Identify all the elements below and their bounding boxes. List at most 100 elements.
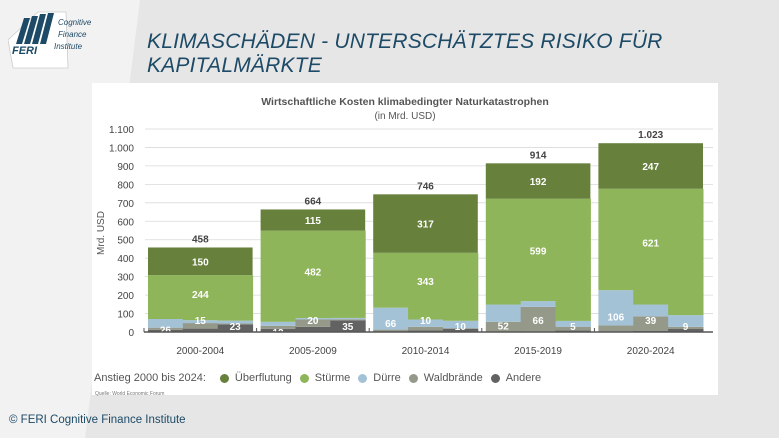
- bar-segment-stuerme: [485, 198, 522, 305]
- data-label: 343: [417, 277, 434, 288]
- data-label: 52: [498, 321, 510, 332]
- total-label: 914: [530, 150, 547, 161]
- bar-segment-dürre: [408, 319, 444, 327]
- bar-segment-andere: [260, 328, 296, 332]
- data-label: 66: [385, 319, 397, 330]
- bar-segment-waldbrände: [217, 323, 254, 325]
- data-label: 192: [530, 177, 547, 188]
- bar-segment-waldbrände: [633, 316, 669, 331]
- bar-segment-waldbrände: [668, 326, 704, 330]
- bar-segment-andere: [148, 329, 184, 332]
- copyright: © FERI Cognitive Finance Institute: [9, 414, 186, 426]
- bar-segment-waldbrände: [295, 319, 331, 327]
- bar-segment-andere: [442, 328, 479, 332]
- legend-item: Stürme: [299, 372, 351, 384]
- y-axis-label: Mrd. USD: [96, 211, 107, 255]
- total-label: 458: [192, 234, 209, 245]
- bar-segment-waldbrände: [330, 319, 366, 321]
- legend-dot-icon: [299, 373, 309, 383]
- data-label: 26: [160, 326, 172, 337]
- bar-segment-stuerme: [295, 230, 331, 319]
- bar-segment-stuerme: [598, 188, 634, 291]
- x-tick-label: 2020-2024: [627, 346, 675, 357]
- bar-segment-andere: [555, 330, 591, 332]
- data-label: 9: [683, 322, 689, 333]
- svg-text:FERI: FERI: [12, 45, 38, 57]
- bar-segment-ueberflutung: [598, 143, 703, 189]
- legend-item: Dürre: [358, 372, 401, 384]
- x-tick-label: 2005-2009: [289, 346, 337, 357]
- bar-segment-ueberflutung: [485, 163, 591, 199]
- bar-segment-dürre: [668, 315, 704, 327]
- bar-segment-andere: [217, 324, 254, 332]
- data-label: 244: [192, 290, 209, 301]
- bar-segment-ueberflutung: [260, 209, 366, 231]
- stacked-bar-chart: Wirtschaftliche Kosten klimabedingter Na…: [96, 96, 713, 357]
- legend-title: Anstieg 2000 bis 2024:: [94, 372, 206, 384]
- page-title: KLIMASCHÄDEN - UNTERSCHÄTZTES RISIKO FÜR…: [147, 30, 663, 77]
- data-label: 10: [420, 316, 432, 327]
- legend-label: Waldbrände: [423, 372, 483, 384]
- data-label: 39: [645, 316, 657, 327]
- bar-segment-andere: [295, 326, 331, 332]
- bar-segment-dürre: [555, 320, 591, 327]
- y-tick-label: 800: [117, 180, 134, 191]
- legend-label: Andere: [505, 372, 542, 384]
- bar-segment-dürre: [182, 320, 219, 324]
- svg-text:Finance: Finance: [58, 30, 87, 39]
- legend-item: Andere: [490, 372, 542, 384]
- bar-segment-andere: [330, 320, 366, 332]
- total-label: 1.023: [638, 130, 663, 141]
- bar-segment-waldbrände: [260, 325, 296, 329]
- y-tick-label: 300: [117, 273, 134, 284]
- bar-segment-dürre: [260, 321, 296, 326]
- legend-dot-icon: [358, 373, 368, 383]
- bar-segment-waldbrände: [520, 306, 557, 332]
- total-label: 746: [417, 181, 434, 192]
- bar-segment-stuerme: [182, 275, 219, 321]
- bar-segment-stuerme: [408, 252, 444, 320]
- bar-segment-dürre: [295, 318, 331, 320]
- legend: Anstieg 2000 bis 2024: Überflutung Stürme…: [94, 372, 541, 384]
- data-label: 482: [305, 267, 322, 278]
- y-tick-label: 700: [117, 199, 134, 210]
- data-label: 317: [417, 220, 434, 231]
- bar-segment-waldbrände: [408, 326, 444, 331]
- bar-segment-stuerme: [373, 252, 409, 308]
- bar-segment-ueberflutung: [373, 194, 478, 253]
- data-label: 66: [533, 316, 545, 327]
- data-label: 599: [530, 246, 547, 257]
- bar-segment-waldbrände: [442, 328, 479, 329]
- legend-label: Überflutung: [234, 372, 292, 384]
- bar-segment-stuerme: [217, 275, 254, 321]
- y-tick-label: 600: [117, 217, 134, 228]
- legend-label: Stürme: [314, 372, 351, 384]
- y-tick-label: 0: [128, 328, 134, 339]
- bar-segment-dürre: [598, 290, 634, 326]
- y-tick-label: 100: [117, 310, 134, 321]
- chart-subtitle: (in Mrd. USD): [374, 111, 435, 122]
- y-tick-label: 1.000: [109, 143, 134, 154]
- data-label: 23: [230, 322, 242, 333]
- bar-segment-ueberflutung: [148, 247, 253, 276]
- data-label: 15: [195, 316, 207, 327]
- data-label: 5: [570, 322, 576, 333]
- bar-segment-stuerme: [520, 198, 557, 302]
- bar-segment-dürre: [330, 317, 366, 320]
- total-label: 664: [305, 196, 322, 207]
- bar-segment-dürre: [520, 301, 557, 307]
- y-tick-label: 1.100: [109, 125, 134, 136]
- bar-segment-stuerme: [555, 198, 591, 321]
- bar-segment-stuerme: [633, 188, 669, 305]
- bar-segment-stuerme: [442, 252, 479, 321]
- legend-dot-icon: [408, 373, 418, 383]
- bar-segment-dürre: [148, 319, 184, 328]
- bar-segment-stuerme: [668, 188, 704, 316]
- bar-segment-andere: [182, 328, 219, 332]
- bar-segment-waldbrände: [373, 329, 409, 332]
- y-tick-label: 900: [117, 162, 134, 173]
- bar-segment-stuerme: [260, 230, 296, 322]
- bar-segment-dürre: [633, 304, 669, 317]
- bar-segment-waldbrände: [182, 323, 219, 329]
- bar-segment-andere: [668, 329, 704, 332]
